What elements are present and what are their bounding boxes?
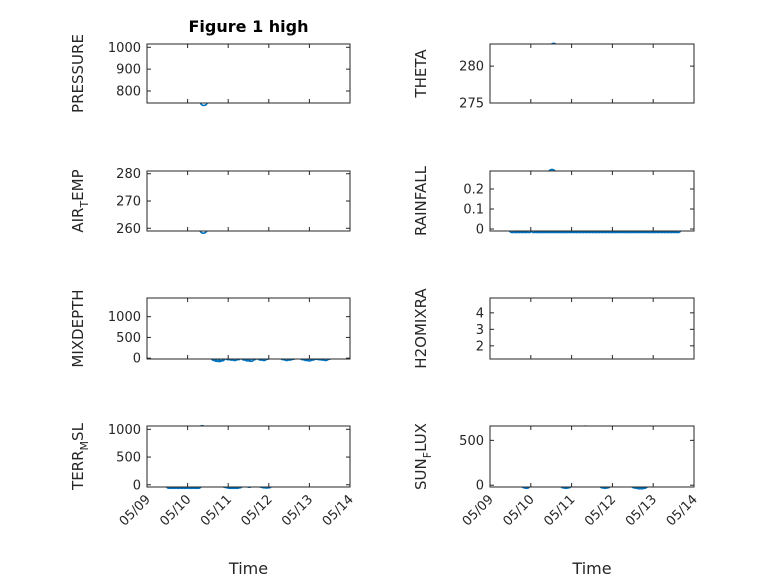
theta-y-tick-label: 280 [459, 60, 484, 75]
air_temp-y-tick-label: 280 [116, 167, 141, 182]
subplot-grid: 800 900 1000 PRESSURE Figure 1 high 275 280 THE… [69, 17, 701, 578]
subplot-mixdepth: 0 500 1000 MIXDEPTH [69, 289, 351, 368]
sun_flux-y-label-sub: F [421, 452, 434, 458]
rainfall-y-tick-label: 0.1 [463, 203, 484, 218]
pressure-y-tick-label: 900 [116, 63, 141, 78]
pressure-y-tick-label: 800 [116, 84, 141, 99]
mixdepth-y-axis-label: MIXDEPTH [69, 289, 87, 367]
rainfall-axes-frame [489, 170, 695, 232]
subplot-rainfall: 0 0.1 0.2 RAINFALL [412, 165, 695, 238]
air_temp-y-tick-label: 270 [116, 195, 141, 210]
figure-title: Figure 1 high [189, 17, 309, 36]
sun_flux-y-tick-label: 500 [459, 434, 484, 449]
mixdepth-y-tick-label: 1000 [108, 310, 141, 325]
terr_msl-y-tick-label: 500 [116, 451, 141, 466]
terr_msl-y-label-sub: M [78, 441, 91, 451]
h2omixra-y-tick-label: 2 [476, 339, 484, 354]
subplot-theta: 275 280 THETA [412, 42, 695, 112]
sun_flux-y-tick-label: 0 [476, 479, 484, 494]
terr_msl-y-label-main: TERR [69, 450, 87, 491]
terr_msl-y-tick-label: 1000 [108, 423, 141, 438]
terr_msl-x-axis-label: Time [228, 559, 268, 578]
mixdepth-y-tick-label: 500 [116, 331, 141, 346]
sun_flux-axes-frame [489, 425, 695, 488]
air_temp-y-label-rest: EMP [69, 169, 87, 200]
pressure-y-axis-label: PRESSURE [69, 34, 87, 113]
theta-y-tick-label: 275 [459, 97, 484, 112]
subplot-air_temp: 260 270 280 AIRTEMP [69, 167, 351, 237]
sun_flux-y-label-main: SUN [412, 458, 430, 490]
terr_msl-axes-frame [146, 425, 351, 488]
theta-axes-frame [489, 43, 695, 104]
sun_flux-y-axis-label: SUNFLUX [412, 423, 434, 490]
h2omixra-axes-frame [489, 297, 695, 360]
air_temp-axes-frame [146, 170, 351, 232]
sun_flux-y-label-rest: LUX [412, 423, 430, 452]
terr_msl-y-tick-label: 0 [133, 478, 141, 493]
terr_msl-y-label-rest: SL [69, 422, 87, 441]
rainfall-y-tick-label: 0 [476, 223, 484, 238]
rainfall-y-tick-label: 0.2 [463, 183, 484, 198]
terr_msl-y-axis-label: TERRMSL [69, 422, 91, 491]
h2omixra-y-tick-label: 3 [476, 323, 484, 338]
pressure-y-tick-label: 1000 [108, 41, 141, 56]
subplot-pressure: 800 900 1000 PRESSURE Figure 1 high [69, 17, 351, 113]
mixdepth-axes-frame [146, 297, 351, 360]
h2omixra-y-tick-label: 4 [476, 306, 484, 321]
rainfall-y-axis-label: RAINFALL [412, 165, 430, 236]
air_temp-y-axis-label: AIRTEMP [69, 169, 91, 232]
air_temp-y-tick-label: 260 [116, 222, 141, 237]
pressure-axes-frame [146, 43, 351, 104]
air_temp-y-label-main: AIR [69, 208, 87, 233]
h2omixra-y-axis-label: H2OMIXRA [412, 288, 430, 369]
mixdepth-y-tick-label: 0 [133, 352, 141, 367]
air_temp-y-label-sub: T [78, 201, 91, 209]
subplot-h2omixra: 23 4 H2OMIXRA [412, 288, 695, 369]
sun_flux-x-axis-label: Time [571, 559, 611, 578]
theta-y-axis-label: THETA [412, 49, 430, 99]
